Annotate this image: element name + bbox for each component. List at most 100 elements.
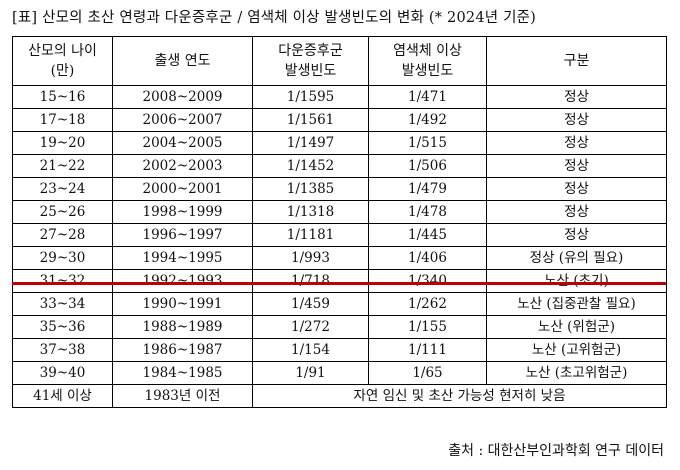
header-age-line2: (만) [50, 63, 75, 79]
cell-age: 25~26 [12, 200, 113, 224]
header-chromosome: 염색체 이상 발생빈도 [368, 36, 487, 86]
cell-age: 41세 이상 [12, 384, 113, 408]
cell-chromosome-rate: 1/515 [368, 131, 487, 155]
table-row: 33~34 1990~1991 1/459 1/262 노산 (집중관찰 필요) [12, 292, 667, 316]
cell-birth-year: 1984~1985 [112, 361, 253, 385]
cell-category: 정상 [486, 177, 667, 201]
header-category: 구분 [486, 36, 667, 86]
cell-down-rate: 1/91 [252, 361, 369, 385]
table-row: 31~32 1992~1993 1/718 1/340 노산 (초기) [12, 269, 667, 293]
cell-down-rate: 1/272 [252, 315, 369, 339]
table-row: 19~20 2004~2005 1/1497 1/515 정상 [12, 131, 667, 155]
cell-age: 33~34 [12, 292, 113, 316]
cell-category: 노산 (초기) [486, 269, 667, 293]
cell-birth-year: 2006~2007 [112, 108, 253, 132]
cell-chromosome-rate: 1/406 [368, 246, 487, 270]
cell-age: 35~36 [12, 315, 113, 339]
table-row: 25~26 1998~1999 1/1318 1/478 정상 [12, 200, 667, 224]
header-chromosome-line2: 발생빈도 [401, 63, 454, 79]
cell-down-rate: 1/1595 [252, 85, 369, 109]
cell-age: 21~22 [12, 154, 113, 178]
cell-birth-year: 2000~2001 [112, 177, 253, 201]
cell-birth-year: 1998~1999 [112, 200, 253, 224]
cell-category: 노산 (위험군) [486, 315, 667, 339]
header-chromosome-line1: 염색체 이상 [393, 43, 462, 59]
cell-category: 노산 (초고위험군) [486, 361, 667, 385]
cell-age: 27~28 [12, 223, 113, 247]
table-header: 산모의 나이 (만) 출생 연도 다운증후군 발생빈도 염색체 이상 발생빈도 … [12, 36, 667, 86]
cell-age: 29~30 [12, 246, 113, 270]
cell-age: 31~32 [12, 269, 113, 293]
cell-age: 15~16 [12, 85, 113, 109]
table-row: 15~16 2008~2009 1/1595 1/471 정상 [12, 85, 667, 109]
table-row: 17~18 2006~2007 1/1561 1/492 정상 [12, 108, 667, 132]
header-birth-year-label: 출생 연도 [154, 53, 211, 69]
cell-category: 정상 (유의 필요) [486, 246, 667, 270]
header-row: 산모의 나이 (만) 출생 연도 다운증후군 발생빈도 염색체 이상 발생빈도 … [12, 36, 667, 86]
cell-chromosome-rate: 1/65 [368, 361, 487, 385]
cell-birth-year: 2008~2009 [112, 85, 253, 109]
header-down-line1: 다운증후군 [278, 43, 343, 59]
table-row: 35~36 1988~1989 1/272 1/155 노산 (위험군) [12, 315, 667, 339]
header-category-label: 구분 [563, 53, 590, 69]
cell-down-rate: 1/1181 [252, 223, 369, 247]
cell-chromosome-rate: 1/340 [368, 269, 487, 293]
cell-age: 39~40 [12, 361, 113, 385]
data-table: 산모의 나이 (만) 출생 연도 다운증후군 발생빈도 염색체 이상 발생빈도 … [12, 36, 667, 408]
cell-chromosome-rate: 1/492 [368, 108, 487, 132]
cell-birth-year: 2004~2005 [112, 131, 253, 155]
cell-age: 17~18 [12, 108, 113, 132]
cell-down-rate: 1/1318 [252, 200, 369, 224]
cell-birth-year: 1988~1989 [112, 315, 253, 339]
cell-down-rate: 1/1561 [252, 108, 369, 132]
cell-note: 자연 임신 및 초산 가능성 현저히 낮음 [252, 384, 667, 408]
highlight-divider [12, 282, 666, 285]
cell-down-rate: 1/459 [252, 292, 369, 316]
cell-birth-year: 1992~1993 [112, 269, 253, 293]
cell-down-rate: 1/1385 [252, 177, 369, 201]
table-row: 21~22 2002~2003 1/1452 1/506 정상 [12, 154, 667, 178]
table-row: 29~30 1994~1995 1/993 1/406 정상 (유의 필요) [12, 246, 667, 270]
cell-chromosome-rate: 1/445 [368, 223, 487, 247]
cell-age: 37~38 [12, 338, 113, 362]
source-note: 출처 : 대한산부인과학회 연구 데이터 [448, 443, 664, 459]
table-row: 39~40 1984~1985 1/91 1/65 노산 (초고위험군) [12, 361, 667, 385]
cell-down-rate: 1/154 [252, 338, 369, 362]
table-title: [표] 산모의 초산 연령과 다운증후군 / 염색체 이상 발생빈도의 변화 (… [12, 10, 537, 26]
cell-birth-year: 1994~1995 [112, 246, 253, 270]
table-body: 15~16 2008~2009 1/1595 1/471 정상 17~18 2006~200… [12, 85, 667, 408]
cell-category: 정상 [486, 85, 667, 109]
header-down-line2: 발생빈도 [284, 63, 337, 79]
table-row: 37~38 1986~1987 1/154 1/111 노산 (고위험군) [12, 338, 667, 362]
cell-category: 노산 (고위험군) [486, 338, 667, 362]
cell-down-rate: 1/993 [252, 246, 369, 270]
table-row: 27~28 1996~1997 1/1181 1/445 정상 [12, 223, 667, 247]
cell-birth-year: 1990~1991 [112, 292, 253, 316]
cell-chromosome-rate: 1/506 [368, 154, 487, 178]
cell-age: 19~20 [12, 131, 113, 155]
cell-category: 정상 [486, 223, 667, 247]
cell-chromosome-rate: 1/111 [368, 338, 487, 362]
header-age-line1: 산모의 나이 [28, 43, 97, 59]
cell-down-rate: 1/718 [252, 269, 369, 293]
cell-age: 23~24 [12, 177, 113, 201]
cell-birth-year: 1996~1997 [112, 223, 253, 247]
cell-chromosome-rate: 1/155 [368, 315, 487, 339]
cell-category: 정상 [486, 154, 667, 178]
cell-down-rate: 1/1452 [252, 154, 369, 178]
cell-birth-year: 1986~1987 [112, 338, 253, 362]
header-birth-year: 출생 연도 [112, 36, 253, 86]
cell-birth-year: 1983년 이전 [112, 384, 253, 408]
cell-category: 정상 [486, 108, 667, 132]
cell-chromosome-rate: 1/478 [368, 200, 487, 224]
cell-category: 정상 [486, 200, 667, 224]
cell-chromosome-rate: 1/262 [368, 292, 487, 316]
cell-category: 노산 (집중관찰 필요) [486, 292, 667, 316]
table-row-last: 41세 이상 1983년 이전 자연 임신 및 초산 가능성 현저히 낮음 [12, 384, 667, 408]
cell-birth-year: 2002~2003 [112, 154, 253, 178]
cell-chromosome-rate: 1/471 [368, 85, 487, 109]
cell-category: 정상 [486, 131, 667, 155]
table-row: 23~24 2000~2001 1/1385 1/479 정상 [12, 177, 667, 201]
header-age: 산모의 나이 (만) [12, 36, 113, 86]
cell-down-rate: 1/1497 [252, 131, 369, 155]
